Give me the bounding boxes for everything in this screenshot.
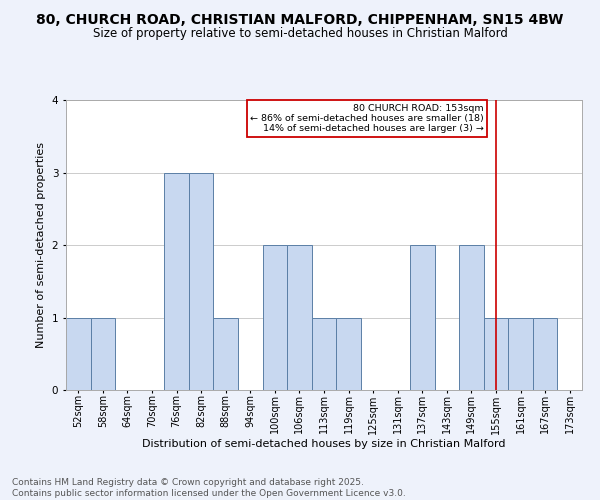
Bar — [484, 318, 508, 390]
Bar — [189, 172, 214, 390]
Text: Contains HM Land Registry data © Crown copyright and database right 2025.
Contai: Contains HM Land Registry data © Crown c… — [12, 478, 406, 498]
Bar — [459, 245, 484, 390]
Bar — [214, 318, 238, 390]
Y-axis label: Number of semi-detached properties: Number of semi-detached properties — [36, 142, 46, 348]
Bar — [508, 318, 533, 390]
Text: Size of property relative to semi-detached houses in Christian Malford: Size of property relative to semi-detach… — [92, 28, 508, 40]
Text: 80 CHURCH ROAD: 153sqm
← 86% of semi-detached houses are smaller (18)
14% of sem: 80 CHURCH ROAD: 153sqm ← 86% of semi-det… — [250, 104, 484, 134]
Bar — [336, 318, 361, 390]
Bar — [164, 172, 189, 390]
Bar — [66, 318, 91, 390]
Bar — [91, 318, 115, 390]
Bar — [533, 318, 557, 390]
Bar — [263, 245, 287, 390]
X-axis label: Distribution of semi-detached houses by size in Christian Malford: Distribution of semi-detached houses by … — [142, 439, 506, 449]
Bar — [410, 245, 434, 390]
Bar — [287, 245, 312, 390]
Text: 80, CHURCH ROAD, CHRISTIAN MALFORD, CHIPPENHAM, SN15 4BW: 80, CHURCH ROAD, CHRISTIAN MALFORD, CHIP… — [37, 12, 563, 26]
Bar — [312, 318, 336, 390]
